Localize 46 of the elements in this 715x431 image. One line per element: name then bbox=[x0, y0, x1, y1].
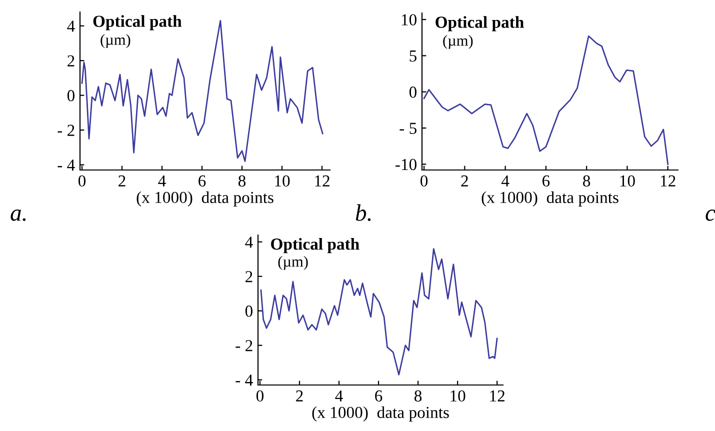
x-tick-label: 6 bbox=[542, 175, 550, 187]
y-tick-label: - 4 bbox=[58, 160, 75, 171]
text: a. bbox=[10, 210, 26, 222]
x-tick-label: 12 bbox=[315, 175, 330, 186]
y-tick-label: - 5 bbox=[400, 122, 416, 134]
x-tick-label: 0 bbox=[420, 175, 428, 187]
y-tick-label: -10 bbox=[396, 158, 417, 170]
x-tick-label: 6 bbox=[375, 390, 382, 402]
x-tick-label: 10 bbox=[450, 390, 466, 402]
x-axis-title: (x 1000) data points bbox=[482, 191, 618, 206]
x-tick-label: 0 bbox=[256, 390, 264, 402]
x-tick-label: 6 bbox=[198, 175, 206, 187]
line-series bbox=[423, 35, 669, 165]
y-tick-label: 0 bbox=[409, 86, 417, 98]
x-tick-label: 8 bbox=[414, 390, 422, 402]
x-tick-label: 2 bbox=[296, 390, 303, 402]
x-axis-title: (x 1000) data points bbox=[136, 191, 274, 206]
y-tick-label: 2 bbox=[246, 271, 252, 282]
x-tick-label: 10 bbox=[275, 175, 290, 187]
x-tick-label: 4 bbox=[501, 175, 510, 186]
text: c bbox=[706, 210, 715, 221]
y-tick-label: 2 bbox=[68, 55, 74, 66]
x-tick-label: 0 bbox=[78, 175, 86, 187]
y-tick-label: 0 bbox=[245, 306, 253, 317]
x-axis-title: (x 1000) data points bbox=[312, 406, 449, 422]
x-tick-label: 12 bbox=[490, 390, 504, 402]
x-tick-label: 2 bbox=[118, 175, 126, 186]
x-tick-label: 10 bbox=[620, 175, 635, 187]
y-tick-label: - 4 bbox=[236, 374, 253, 386]
y-tick-label: 10 bbox=[402, 14, 417, 26]
y-tick-label: 4 bbox=[67, 20, 75, 32]
y-tick-label: 5 bbox=[410, 50, 416, 62]
y-axis-title: Optical path (µm) bbox=[436, 16, 524, 49]
y-tick-label: - 2 bbox=[236, 340, 252, 352]
x-tick-label: 12 bbox=[660, 175, 676, 186]
x-tick-label: 4 bbox=[335, 390, 343, 402]
y-tick-label: 4 bbox=[245, 236, 253, 248]
x-tick-label: 4 bbox=[158, 175, 166, 186]
x-tick-label: 8 bbox=[583, 175, 590, 187]
y-axis-title: Optical path (µm) bbox=[271, 238, 360, 270]
text: b. bbox=[356, 204, 371, 222]
y-tick-label: - 2 bbox=[58, 124, 74, 136]
y-tick-label: 0 bbox=[67, 90, 75, 102]
y-axis-title: Optical path (µm) bbox=[93, 15, 182, 48]
x-tick-label: 8 bbox=[238, 175, 246, 187]
x-tick-label: 2 bbox=[461, 175, 468, 186]
